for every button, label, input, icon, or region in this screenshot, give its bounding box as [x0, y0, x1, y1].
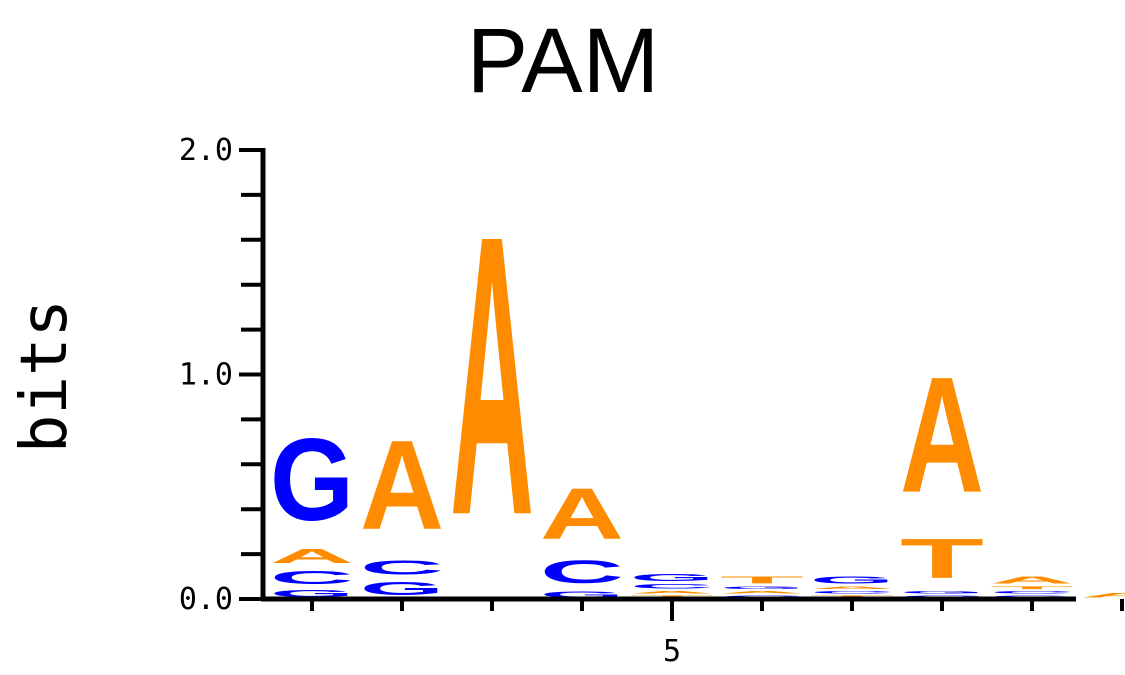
- letter-c-pos4-1: C: [540, 554, 624, 590]
- letter-t-pos9-2: T: [990, 586, 1074, 591]
- y-tick-label-1: 1.0: [179, 358, 233, 393]
- letter-a-pos10-0: A: [1080, 592, 1125, 599]
- letter-a-pos4-2: A: [540, 473, 624, 555]
- letter-g-pos8-1: G: [900, 590, 984, 594]
- y-tick-label-0: 0.0: [179, 582, 233, 617]
- letter-a-pos8-3: A: [900, 344, 984, 528]
- letter-g-pos5-3: G: [630, 572, 714, 583]
- letter-t-pos6-3: T: [720, 574, 804, 585]
- y-tick-label-2: 2.0: [179, 133, 233, 168]
- x-tick-label-0: 5: [663, 634, 681, 669]
- letter-a-pos5-1: A: [630, 590, 714, 594]
- letter-c-pos2-1: C: [360, 556, 444, 579]
- letter-a-pos7-2: A: [810, 586, 894, 590]
- letter-g-pos1-3: G: [270, 414, 354, 545]
- letter-g-pos6-2: G: [720, 586, 804, 590]
- letter-g-pos4-0: G: [540, 590, 624, 599]
- letter-g-pos7-3: G: [810, 574, 894, 585]
- letter-a-pos6-1: A: [720, 590, 804, 594]
- letter-stacks: GCAGGCAAGCATACGCAGTTCAGCGTAGCTAA: [270, 154, 1125, 600]
- letter-t-pos8-2: T: [900, 527, 984, 590]
- letter-c-pos1-1: C: [270, 568, 354, 588]
- axes: 0.0 1.0 2.0 5: [179, 133, 1124, 669]
- letter-c-pos9-1: C: [990, 590, 1074, 594]
- letter-g-pos2-0: G: [360, 579, 444, 599]
- chart-title: PAM: [467, 10, 660, 112]
- letter-c-pos7-1: C: [810, 590, 894, 594]
- letter-a-pos9-3: A: [990, 574, 1074, 585]
- letter-a-pos2-2: A: [360, 414, 444, 556]
- letter-a-pos3-0: A: [450, 154, 534, 599]
- letter-c-pos5-2: C: [630, 583, 714, 590]
- letter-a-pos1-2: A: [270, 545, 354, 568]
- letter-g-pos1-0: G: [270, 588, 354, 599]
- y-axis-label: bits: [8, 299, 82, 453]
